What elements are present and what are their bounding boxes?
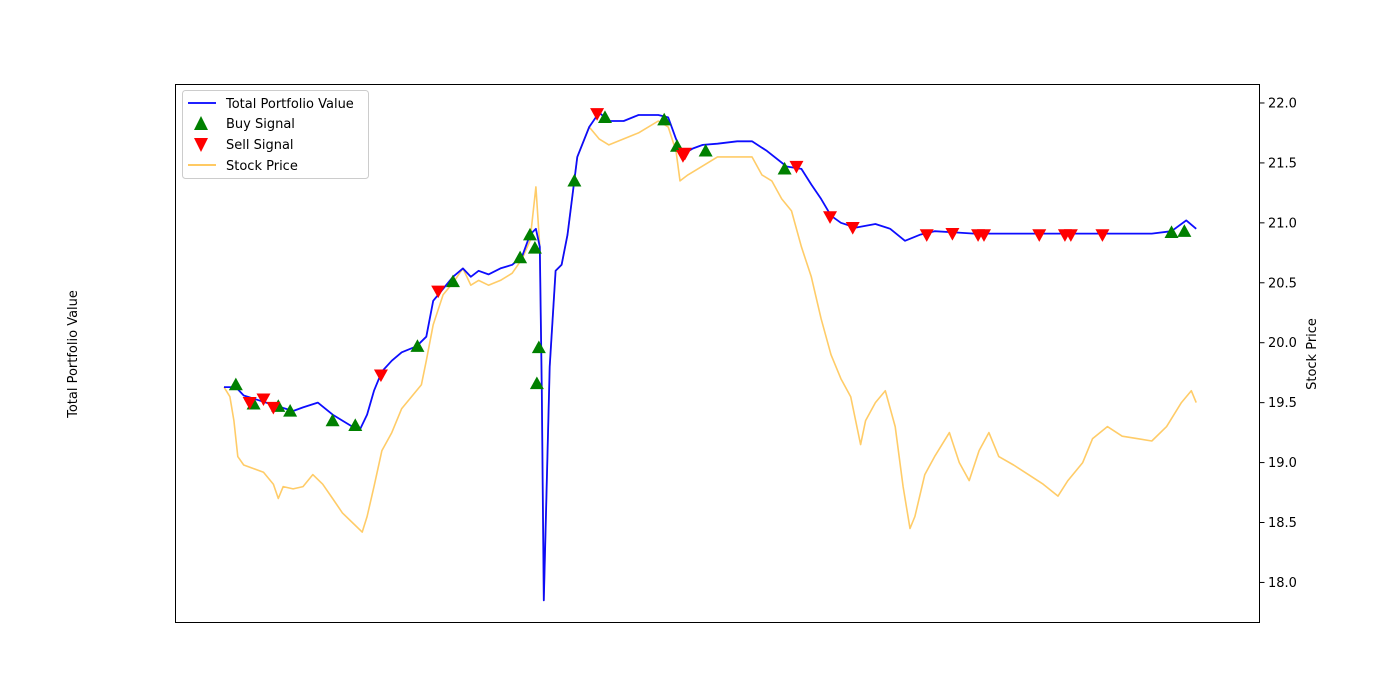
sell-signal-marker [919, 229, 934, 242]
sell-signal-marker [256, 393, 271, 407]
buy-signal-marker [657, 112, 672, 126]
buy-signal-marker [567, 173, 582, 187]
sell-signal-marker [1032, 229, 1047, 242]
legend-box [182, 90, 369, 179]
sell-signal-marker [1063, 229, 1078, 242]
legend-sell-label: Sell Signal [226, 138, 294, 153]
buy-signal-marker [228, 377, 243, 391]
right-axis: 18.0 18.5 19.0 19.5 20.0 20.5 21.0 21.5 22.0 [1259, 96, 1297, 591]
right-tick-label: 20.0 [1268, 336, 1297, 351]
sell-signal-marker [1095, 229, 1110, 242]
legend: Total Portfolio Value Buy Signal Sell Si… [182, 90, 369, 179]
plot-frame [175, 84, 1260, 623]
buy-signal-marker [325, 413, 340, 427]
stock-price-line [223, 120, 1197, 602]
right-tick-label: 18.5 [1268, 516, 1297, 531]
sell-signal-marker [373, 369, 388, 383]
legend-price-label: Stock Price [226, 159, 298, 174]
buy-signal-marker [1177, 224, 1192, 237]
legend-buy-icon [194, 116, 208, 130]
buy-signal-marker [348, 418, 363, 432]
legend-buy-label: Buy Signal [226, 117, 295, 132]
sell-signal-marker [431, 285, 446, 299]
buy-signal-marker [531, 340, 546, 354]
buy-signal-marker [410, 339, 425, 352]
buy-signal-marker [777, 161, 792, 175]
buy-signal-marker [283, 404, 298, 417]
buy-signal-marker [529, 376, 544, 390]
buy-signal-marker [698, 143, 713, 157]
sell-signal-marker [677, 147, 692, 161]
right-tick-label: 20.5 [1268, 276, 1297, 291]
buy-signal-marker [522, 227, 537, 241]
buy-signal-marker [527, 241, 542, 254]
buy-signal-marker [445, 274, 460, 288]
right-axis-label: Stock Price [1305, 318, 1320, 390]
sell-signal-marker [266, 401, 281, 415]
right-tick-label: 18.0 [1268, 576, 1297, 591]
sell-signal-marker [976, 229, 991, 242]
plot-markers [228, 108, 1192, 432]
left-axis-label: Total Portfolio Value [66, 290, 81, 419]
sell-signal-marker [945, 228, 960, 241]
sell-signal-marker [789, 160, 804, 174]
legend-portfolio-label: Total Portfolio Value [225, 97, 354, 112]
right-tick-label: 21.0 [1268, 216, 1297, 231]
legend-sell-icon [194, 138, 208, 152]
right-tick-label: 19.0 [1268, 456, 1297, 471]
right-tick-label: 19.5 [1268, 396, 1297, 411]
sell-signal-marker [590, 108, 605, 121]
sell-signal-marker [823, 211, 838, 224]
buy-signal-marker [513, 250, 528, 264]
right-tick-label: 22.0 [1268, 96, 1297, 111]
sell-signal-marker [242, 397, 257, 410]
plot-lines [223, 111, 1197, 602]
sell-signal-marker [845, 222, 860, 235]
portfolio-value-line [224, 111, 1197, 602]
right-tick-label: 21.5 [1268, 156, 1297, 171]
buy-signal-marker [1164, 225, 1179, 239]
buy-signal-marker [597, 110, 612, 123]
